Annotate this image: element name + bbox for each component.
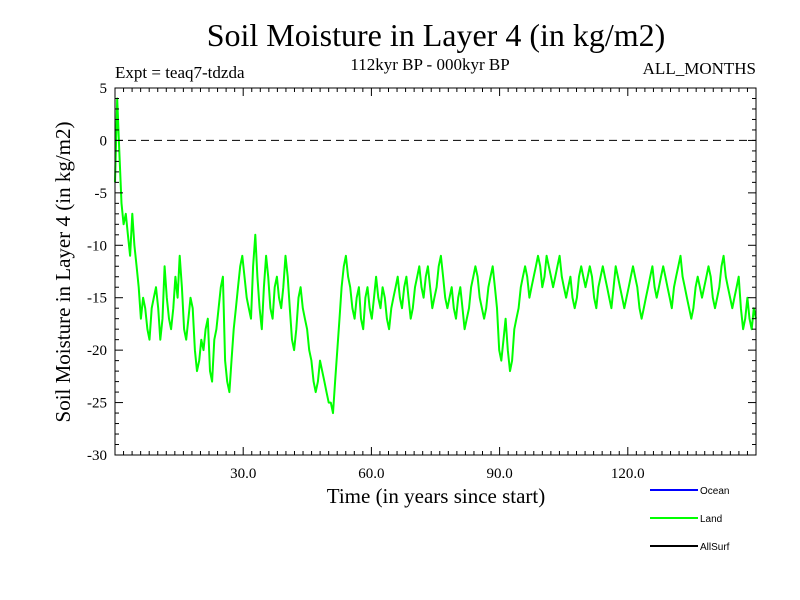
x-axis-label: Time (in years since start): [327, 484, 546, 508]
plot-frame: [114, 87, 757, 456]
legend: Ocean Land AllSurf: [650, 486, 730, 553]
series-line-land: [114, 97, 757, 415]
y-tick-label: -5: [95, 186, 108, 202]
plot-area: 5 0 -5 -10 -15 -20 -25 -30 30.0 60.0 90.0 120.0: [87, 81, 757, 482]
season-label: ALL_MONTHS: [643, 59, 756, 78]
legend-label-ocean: Ocean: [700, 486, 729, 497]
y-tick-label: -25: [87, 396, 107, 412]
period-subtitle: 112kyr BP - 000kyr BP: [350, 55, 509, 74]
x-tick-label: 60.0: [358, 466, 384, 482]
y-tick-label: 0: [100, 133, 108, 149]
legend-label-land: Land: [700, 514, 722, 525]
experiment-label: Expt = teaq7-tdzda: [115, 63, 245, 82]
x-tick-label: 90.0: [486, 466, 512, 482]
y-tick-label: -20: [87, 343, 107, 359]
x-tick-label: 30.0: [230, 466, 256, 482]
y-tick-label: -10: [87, 238, 107, 254]
y-tick-label: 5: [100, 81, 108, 97]
x-tick-label: 120.0: [611, 466, 645, 482]
y-axis-label: Soil Moisture in Layer 4 (in kg/m2): [51, 122, 75, 423]
legend-label-allsurf: AllSurf: [700, 542, 730, 553]
y-tick-label: -30: [87, 448, 107, 464]
y-tick-label: -15: [87, 291, 107, 307]
chart-title: Soil Moisture in Layer 4 (in kg/m2): [207, 17, 666, 53]
